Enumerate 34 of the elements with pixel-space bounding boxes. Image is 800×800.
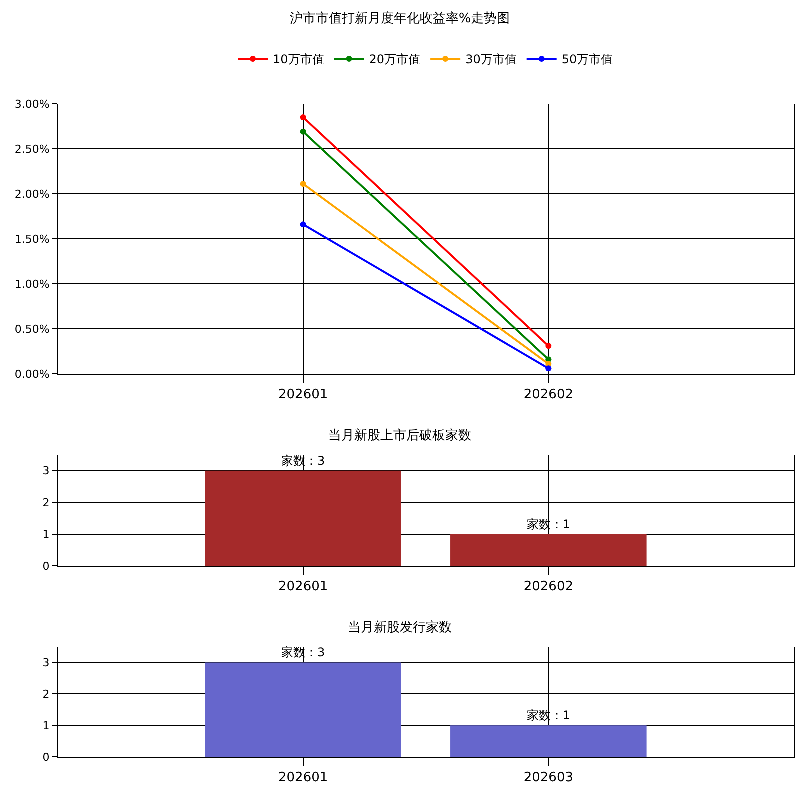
- y-tick-label: 2.00%: [14, 188, 50, 201]
- chart-title: 当月新股上市后破板家数: [328, 428, 472, 444]
- x-tick-label: 202603: [524, 770, 574, 786]
- point: [546, 343, 552, 350]
- y-tick-label: 3.00%: [14, 98, 50, 111]
- point: [546, 366, 552, 372]
- y-tick-label: 1: [42, 528, 50, 542]
- x-tick-label: 202601: [278, 580, 328, 595]
- y-tick-label: 1: [42, 719, 50, 732]
- chart-title: 沪市市值打新月度年化收益率%走势图: [290, 10, 510, 27]
- y-tick-label: 1.50%: [14, 232, 50, 246]
- x-tick-label: 202601: [278, 770, 328, 786]
- y-tick-label: 0.50%: [14, 322, 50, 336]
- y-tick-label: 0: [42, 750, 50, 764]
- legend-label: 50万市值: [562, 52, 614, 67]
- legend-label: 30万市值: [466, 52, 517, 67]
- y-tick-label: 0.00%: [14, 368, 50, 381]
- y-tick-label: 2: [42, 496, 50, 510]
- x-tick-label: 202601: [278, 388, 328, 403]
- y-tick-label: 2.50%: [14, 142, 50, 156]
- x-tick-label: 202602: [524, 388, 574, 403]
- chart-title: 当月新股发行家数: [348, 620, 452, 636]
- y-tick-label: 0: [42, 560, 50, 573]
- y-tick-label: 3: [42, 656, 50, 670]
- point: [300, 181, 306, 188]
- y-tick-label: 1.00%: [14, 278, 50, 291]
- x-tick-label: 202602: [524, 580, 574, 595]
- legend-label: 20万市值: [369, 52, 421, 67]
- y-tick-label: 3: [42, 464, 50, 478]
- point: [300, 222, 306, 228]
- y-tick-label: 2: [42, 688, 50, 701]
- point: [300, 114, 306, 120]
- point: [300, 128, 306, 135]
- legend-label: 10万市值: [273, 52, 324, 67]
